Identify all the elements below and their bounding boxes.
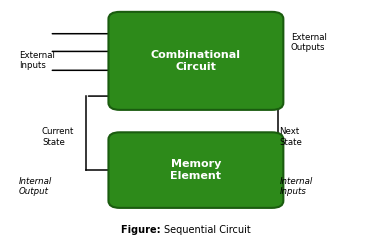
Text: Internal
Inputs: Internal Inputs bbox=[279, 177, 313, 196]
Text: Current
State: Current State bbox=[42, 127, 74, 147]
Text: Next
State: Next State bbox=[279, 127, 302, 147]
Text: Internal
Output: Internal Output bbox=[19, 177, 52, 196]
FancyBboxPatch shape bbox=[109, 132, 283, 208]
Text: Combinational
Circuit: Combinational Circuit bbox=[151, 50, 241, 72]
Text: External
Outputs: External Outputs bbox=[291, 33, 327, 52]
Text: External
Inputs: External Inputs bbox=[19, 51, 55, 70]
Text: Memory
Element: Memory Element bbox=[170, 159, 222, 181]
Text: Sequential Circuit: Sequential Circuit bbox=[164, 225, 250, 235]
FancyBboxPatch shape bbox=[109, 12, 283, 110]
Text: Figure:: Figure: bbox=[121, 225, 164, 235]
